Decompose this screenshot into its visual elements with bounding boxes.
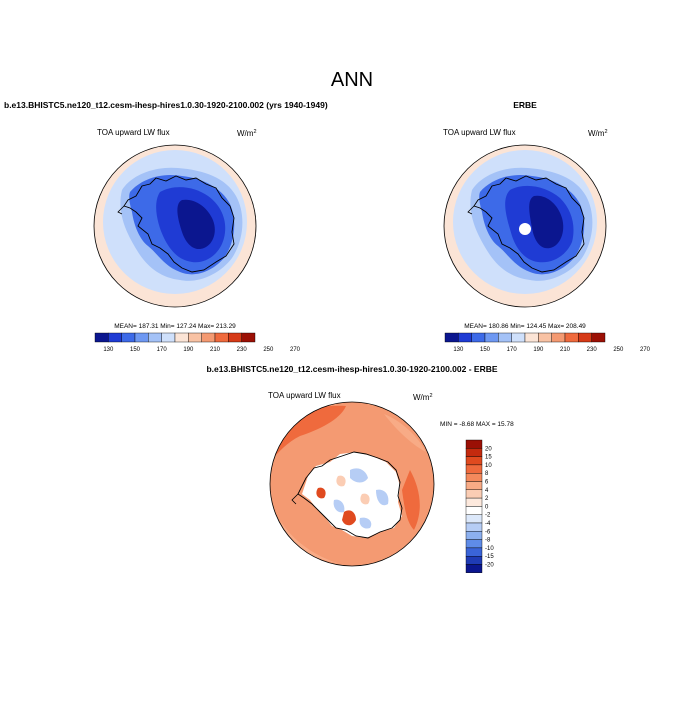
panel-model-case-title: b.e13.BHISTC5.ne120_t12.cesm-ihesp-hires… (4, 100, 328, 110)
colorbar-swatch (578, 332, 592, 343)
colorbar-tick-label: -2 (485, 513, 491, 519)
colorbar-swatch (465, 539, 483, 549)
colorbar-tick-label: -10 (485, 546, 494, 552)
colorbar-swatch (108, 332, 122, 343)
colorbar-tick-label: 250 (613, 347, 624, 353)
colorbar-swatch (465, 514, 483, 524)
panel-erbe-variable-label: TOA upward LW flux (443, 128, 516, 137)
colorbar-tick-label: 230 (587, 347, 598, 353)
colorbar-tick-label: 190 (183, 347, 194, 353)
colorbar-swatch (564, 332, 579, 343)
panel-model-stats: MEAN= 187.31 Min= 127.24 Max= 213.29 (114, 323, 236, 330)
colorbar-tick-label: 150 (130, 347, 141, 353)
colorbar-tick-label: 270 (640, 347, 651, 353)
colorbar-swatch (465, 531, 483, 540)
colorbar-swatch (465, 481, 483, 491)
colorbar-tick-label: 130 (103, 347, 114, 353)
colorbar-tick-label: 210 (210, 347, 221, 353)
colorbar-tick-label: 130 (453, 347, 464, 353)
panel-erbe-stats: MEAN= 180.86 Min= 124.45 Max= 208.49 (464, 323, 586, 330)
colorbar-tick-label: 170 (507, 347, 518, 353)
panel-difference-map (269, 401, 435, 567)
panel-model-variable-label: TOA upward LW flux (97, 128, 170, 137)
colorbar-tick-label: 2 (485, 496, 489, 502)
panel-erbe-map (443, 144, 607, 308)
colorbar-swatch (214, 332, 229, 343)
panel-erbe-units: W/m2 (588, 129, 608, 138)
colorbar-tick-label: -6 (485, 529, 491, 535)
panel-difference-case-title: b.e13.BHISTC5.ne120_t12.cesm-ihesp-hires… (206, 364, 497, 374)
panel-difference-variable-label: TOA upward LW flux (268, 391, 341, 400)
colorbar-tick-label: -8 (485, 538, 491, 544)
colorbar-swatch (465, 456, 483, 466)
colorbar-tick-label: 8 (485, 471, 489, 477)
colorbar-tick-label: 270 (290, 347, 301, 353)
panel-erbe: ERBE TOA upward LW flux W/m2 MEAN= 180.8… (443, 100, 651, 353)
colorbar-swatch (465, 448, 483, 457)
colorbar-swatch (148, 332, 162, 343)
page-title: ANN (331, 69, 373, 91)
colorbar-swatch (134, 332, 149, 343)
panel-model-map (93, 144, 257, 308)
colorbar-swatch (458, 332, 472, 343)
colorbar-swatch (484, 332, 499, 343)
colorbar-tick-label: 4 (485, 488, 489, 494)
panel-erbe-colorbar: 130 150 170 190 210 230 250 270 (444, 332, 651, 353)
colorbar-tick-label: -20 (485, 563, 494, 569)
panel-erbe-case-title: ERBE (513, 100, 537, 110)
colorbar-tick-label: 0 (485, 504, 489, 510)
colorbar-tick-label: 250 (263, 347, 274, 353)
panel-model-colorbar: 130 150 170 190 210 230 250 270 (94, 332, 301, 353)
colorbar-tick-label: 170 (157, 347, 168, 353)
colorbar-tick-label: 20 (485, 446, 492, 452)
colorbar-swatch (591, 332, 606, 343)
colorbar-swatch (465, 497, 483, 507)
colorbar-tick-label: 150 (480, 347, 491, 353)
colorbar-swatch (121, 332, 136, 343)
colorbar-swatch (465, 522, 483, 532)
colorbar-swatch (161, 332, 176, 343)
colorbar-swatch (241, 332, 256, 343)
colorbar-swatch (551, 332, 566, 343)
colorbar-swatch (465, 506, 483, 515)
panel-difference: b.e13.BHISTC5.ne120_t12.cesm-ihesp-hires… (206, 364, 514, 574)
panel-model-units: W/m2 (237, 129, 257, 138)
colorbar-tick-label: 210 (560, 347, 571, 353)
colorbar-swatch (465, 464, 483, 474)
colorbar-tick-label: 15 (485, 455, 492, 461)
colorbar-swatch (538, 332, 552, 343)
colorbar-tick-label: 230 (237, 347, 248, 353)
colorbar-swatch (444, 332, 459, 343)
colorbar-swatch (174, 332, 189, 343)
colorbar-swatch (465, 564, 483, 574)
panel-difference-stats: MIN = -8.68 MAX = 15.78 (440, 421, 514, 428)
colorbar-swatch (511, 332, 526, 343)
colorbar-swatch (465, 556, 483, 565)
colorbar-swatch (524, 332, 539, 343)
colorbar-swatch (471, 332, 486, 343)
colorbar-swatch (94, 332, 109, 343)
colorbar-tick-label: 6 (485, 480, 489, 486)
colorbar-tick-label: 10 (485, 463, 492, 469)
panel-difference-units: W/m2 (413, 393, 433, 402)
colorbar-swatch (228, 332, 242, 343)
colorbar-tick-label: 190 (533, 347, 544, 353)
colorbar-swatch (465, 489, 483, 499)
colorbar-swatch (498, 332, 512, 343)
colorbar-swatch (465, 547, 483, 557)
colorbar-tick-label: -4 (485, 521, 491, 527)
colorbar-swatch (201, 332, 216, 343)
colorbar-swatch (465, 473, 483, 482)
colorbar-tick-label: -15 (485, 554, 494, 560)
panel-model: b.e13.BHISTC5.ne120_t12.cesm-ihesp-hires… (4, 100, 328, 353)
colorbar-swatch (465, 439, 483, 449)
colorbar-swatch (188, 332, 202, 343)
